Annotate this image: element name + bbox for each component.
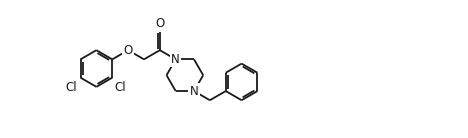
Text: Cl: Cl xyxy=(114,81,126,94)
Text: O: O xyxy=(124,44,133,57)
Text: N: N xyxy=(171,53,180,66)
Text: N: N xyxy=(190,85,198,98)
Text: Cl: Cl xyxy=(65,81,77,94)
Text: O: O xyxy=(155,17,164,30)
